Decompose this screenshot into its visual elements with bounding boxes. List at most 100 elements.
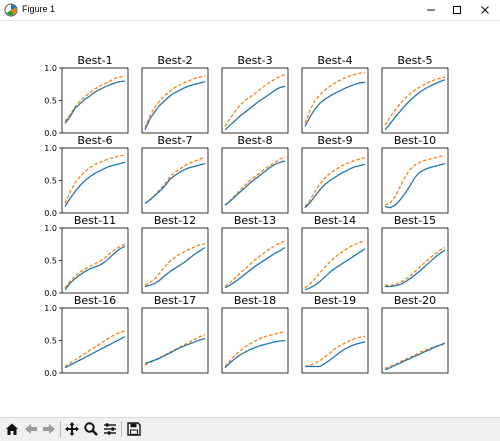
- subplot-14: Best-14: [301, 214, 369, 294]
- subplot-frame: [301, 227, 369, 294]
- subplot-title: Best-11: [74, 214, 116, 227]
- subplot-frame: [221, 147, 289, 214]
- subplot-20: Best-20: [381, 294, 449, 374]
- subplot-title: Best-15: [394, 214, 436, 227]
- toolbar-separator: [121, 421, 122, 437]
- series-line-solid: [304, 81, 366, 127]
- subplot-frame: [381, 227, 449, 294]
- subplot-frame: [61, 67, 129, 134]
- subplot-15: Best-15: [381, 214, 449, 294]
- series-line-solid: [64, 80, 126, 124]
- save-button[interactable]: [125, 420, 143, 438]
- series-line-solid: [305, 341, 366, 368]
- series-line-solid: [304, 163, 366, 209]
- subplot-frame: [141, 147, 209, 214]
- zoom-button[interactable]: [82, 420, 100, 438]
- subplot-5: Best-5: [381, 54, 449, 134]
- subplot-title: Best-9: [317, 134, 352, 147]
- series-line-dashed: [384, 155, 446, 206]
- series-line-solid: [385, 249, 446, 288]
- subplot-title: Best-19: [314, 294, 356, 307]
- pan-button[interactable]: [63, 420, 81, 438]
- subplot-1: Best-1 0.0 0.5 1.0: [44, 54, 129, 138]
- subplot-frame: [221, 307, 289, 374]
- series-line-solid: [304, 248, 366, 291]
- maximize-button[interactable]: [444, 0, 470, 20]
- y-tick-label: 0.5: [44, 97, 57, 106]
- series-line-solid: [384, 162, 446, 209]
- subplot-8: Best-8: [221, 134, 289, 214]
- subplot-title: Best-5: [397, 54, 432, 67]
- move-icon: [65, 422, 79, 436]
- subplot-frame: [141, 307, 209, 374]
- subplot-13: Best-13: [221, 214, 289, 294]
- y-tick-label: 0.0: [44, 129, 57, 138]
- subplot-frame: [141, 227, 209, 294]
- subplot-title: Best-18: [234, 294, 276, 307]
- minimize-button[interactable]: [418, 0, 444, 20]
- subplot-frame: [301, 307, 369, 374]
- subplot-frame: [61, 147, 129, 214]
- series-line-dashed: [385, 246, 446, 286]
- subplot-title: Best-20: [394, 294, 436, 307]
- y-tick-label: 1.0: [44, 144, 57, 153]
- series-line-dashed: [224, 330, 286, 367]
- series-line-solid: [144, 246, 206, 288]
- subplot-frame: [61, 227, 129, 294]
- subplot-title: Best-12: [154, 214, 196, 227]
- window-titlebar: Figure 1: [0, 0, 500, 21]
- series-line-solid: [144, 162, 206, 204]
- series-line-dashed: [64, 330, 126, 368]
- subplot-frame: [301, 147, 369, 214]
- series-line-dashed: [304, 240, 366, 289]
- subplot-frame: [141, 67, 209, 134]
- subplot-title: Best-14: [314, 214, 356, 227]
- subplot-frame: [221, 67, 289, 134]
- subplot-4: Best-4: [301, 54, 369, 134]
- series-line-dashed: [304, 71, 366, 124]
- series-line-dashed: [64, 243, 126, 289]
- series-line-solid: [64, 245, 126, 291]
- series-line-solid: [144, 337, 206, 364]
- zoom-icon: [84, 422, 98, 436]
- subplot-2: Best-2: [141, 54, 209, 134]
- back-button[interactable]: [22, 420, 40, 438]
- window-title: Figure 1: [22, 4, 56, 14]
- subplot-10: Best-10: [381, 134, 449, 214]
- series-line-dashed: [224, 73, 286, 127]
- series-line-solid: [384, 342, 446, 371]
- subplot-frame: [301, 67, 369, 134]
- minimize-icon: [427, 9, 435, 11]
- subplot-frame: [381, 147, 449, 214]
- subplot-frame: [381, 67, 449, 134]
- close-button[interactable]: [472, 0, 498, 20]
- subplot-title: Best-17: [154, 294, 196, 307]
- y-tick-label: 0.5: [44, 337, 57, 346]
- subplot-title: Best-6: [77, 134, 112, 147]
- subplot-17: Best-17: [141, 294, 209, 374]
- subplot-title: Best-8: [237, 134, 272, 147]
- home-button[interactable]: [3, 420, 21, 438]
- home-icon: [6, 423, 18, 435]
- subplot-7: Best-7: [141, 134, 209, 214]
- y-tick-label: 1.0: [44, 304, 57, 313]
- subplot-grid: Best-1 0.0 0.5 1.0 Best-2 Best-3 Best-4 Best-5 B…: [44, 54, 449, 378]
- figure-canvas: Best-1 0.0 0.5 1.0 Best-2 Best-3 Best-4 Best-5 B…: [0, 21, 500, 417]
- subplot-title: Best-13: [234, 214, 276, 227]
- series-line-dashed: [304, 335, 366, 368]
- series-line-solid: [144, 80, 206, 131]
- series-line-dashed: [64, 154, 126, 204]
- series-line-solid: [384, 79, 446, 131]
- forward-button[interactable]: [40, 420, 58, 438]
- configure-subplots-button[interactable]: [101, 420, 119, 438]
- series-line-dashed: [144, 242, 206, 286]
- subplot-3: Best-3: [221, 54, 289, 134]
- arrow-left-icon: [25, 424, 37, 434]
- series-line-solid: [224, 160, 286, 206]
- subplot-title: Best-4: [317, 54, 352, 67]
- series-line-dashed: [224, 155, 286, 206]
- y-tick-label: 0.5: [44, 177, 57, 186]
- subplot-11: Best-11 0.0 0.5 1.0: [44, 214, 129, 298]
- subplot-frame: [381, 307, 449, 374]
- subplot-title: Best-10: [394, 134, 436, 147]
